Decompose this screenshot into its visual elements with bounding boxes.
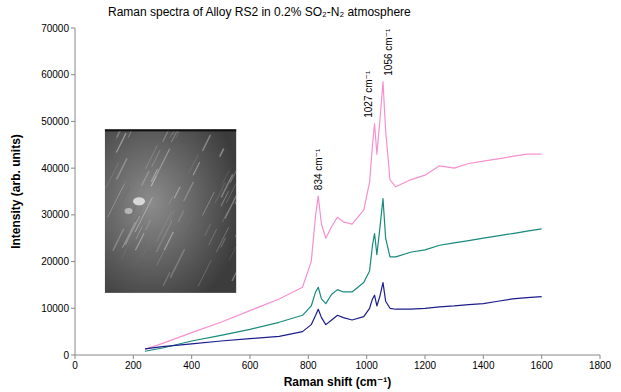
inset-streak (235, 224, 236, 237)
inset-streak (184, 182, 194, 201)
chart: Raman spectra of Alloy RS2 in 0.2% SO₂-N… (0, 0, 621, 392)
x-tick (483, 355, 484, 359)
x-axis-title: Raman shift (cm⁻¹) (284, 375, 392, 389)
x-tick (366, 355, 367, 359)
x-tick-label: 1600 (531, 360, 554, 371)
inset-streak (106, 163, 119, 189)
x-tick (250, 355, 251, 359)
inset-border (105, 129, 236, 131)
x-axis (75, 355, 600, 356)
inset-streak (189, 154, 198, 173)
inset-streak (229, 240, 236, 260)
inset-streak (232, 247, 236, 281)
y-tick-label: 10000 (41, 303, 69, 314)
inset-spot (125, 208, 133, 214)
inset-spot (133, 197, 145, 205)
inset-streak (119, 181, 126, 196)
inset-streak (151, 149, 170, 186)
x-tick (308, 355, 309, 359)
x-tick-label: 1200 (414, 360, 437, 371)
inset-streak (205, 224, 211, 236)
inset-streak (202, 192, 214, 216)
peak-label: 834 cm⁻¹ (313, 148, 324, 190)
x-tick-label: 0 (72, 360, 78, 371)
x-tick (425, 355, 426, 359)
inset-streak (135, 233, 144, 250)
y-tick (71, 28, 75, 29)
y-tick (71, 214, 75, 215)
y-axis (75, 28, 76, 355)
y-tick-label: 40000 (41, 163, 69, 174)
inset-streak (117, 158, 127, 179)
x-tick-label: 1400 (472, 360, 495, 371)
inset-streak (226, 169, 236, 203)
inset-streak (182, 215, 193, 238)
y-tick-label: 60000 (41, 69, 69, 80)
x-tick-label: 800 (300, 360, 317, 371)
y-tick-label: 20000 (41, 256, 69, 267)
y-tick (71, 168, 75, 169)
peak-label: 1027 cm⁻¹ (363, 70, 374, 118)
inset-streak (198, 260, 211, 286)
y-tick (71, 121, 75, 122)
y-tick (71, 355, 75, 356)
inset-streak (156, 221, 172, 252)
x-tick-label: 1800 (589, 360, 612, 371)
inset-background (105, 129, 236, 293)
spectrum-line (145, 283, 542, 349)
y-tick-label: 50000 (41, 116, 69, 127)
series-group (145, 82, 542, 352)
inset-streak (170, 249, 184, 277)
inset-streak (220, 149, 224, 157)
x-tick (541, 355, 542, 359)
y-axis-title: Intensity (arb. units) (9, 134, 23, 249)
x-tick (600, 355, 601, 359)
inset-streak (221, 238, 226, 248)
spectrum-line (145, 199, 542, 352)
inset-streak (209, 229, 217, 245)
inset-streak (216, 227, 229, 252)
title: Raman spectra of Alloy RS2 in 0.2% SO₂-N… (108, 5, 411, 19)
x-tick (133, 355, 134, 359)
y-tick-label: 30000 (41, 209, 69, 220)
inset-streak (222, 170, 230, 185)
inset-image (105, 101, 252, 292)
inset-streak (221, 191, 229, 206)
x-tick-label: 200 (125, 360, 142, 371)
inset-streak (178, 210, 184, 222)
inset-streak (152, 150, 160, 167)
inset-streak (145, 145, 157, 169)
inset-streak (230, 161, 236, 182)
y-tick-label: 0 (63, 350, 69, 361)
y-tick (71, 261, 75, 262)
inset-streak (135, 252, 142, 265)
y-tick-label: 70000 (41, 23, 69, 34)
inset-streak (146, 220, 151, 230)
y-tick (71, 74, 75, 75)
inset-streak (222, 212, 227, 223)
y-tick (71, 308, 75, 309)
inset-streak (123, 222, 136, 248)
inset-streak (202, 135, 210, 151)
inset-streak (142, 171, 149, 186)
inset-streak (125, 216, 139, 245)
x-tick (191, 355, 192, 359)
inset-streak (116, 133, 126, 152)
inset-streak (169, 196, 173, 204)
inset-streak (122, 215, 139, 249)
inset-streak (119, 187, 129, 207)
x-tick-label: 1000 (356, 360, 379, 371)
x-tick-label: 600 (242, 360, 259, 371)
inset-streak (138, 172, 150, 195)
inset-texture (106, 129, 236, 286)
inset-streak (174, 187, 180, 199)
inset-streak (163, 272, 170, 286)
inset-streak (157, 252, 164, 265)
peak-label: 1056 cm⁻¹ (384, 28, 395, 76)
x-tick-label: 400 (183, 360, 200, 371)
spectrum-line (145, 82, 542, 350)
x-tick (75, 355, 76, 359)
